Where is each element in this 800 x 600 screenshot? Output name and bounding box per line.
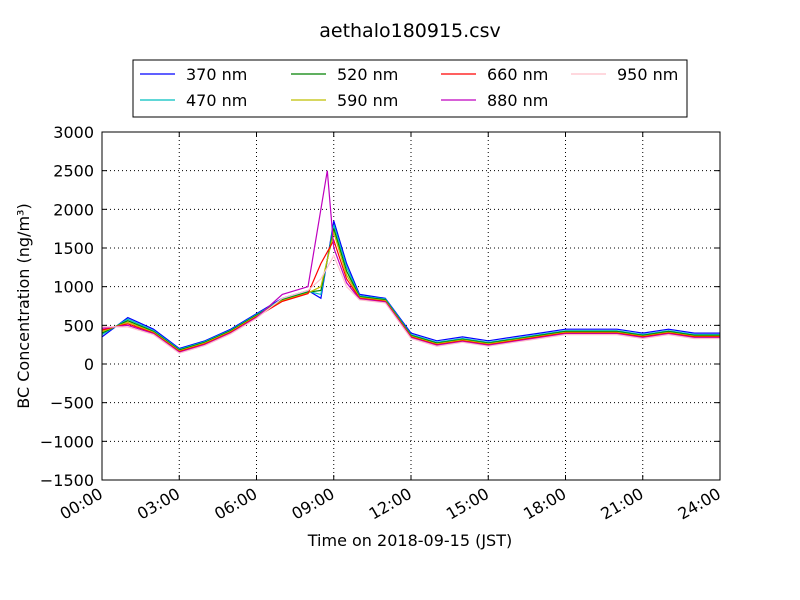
legend-label: 660 nm — [487, 65, 548, 84]
y-tick-label: −1000 — [40, 432, 94, 451]
legend-label: 370 nm — [186, 65, 247, 84]
grid — [102, 132, 720, 480]
legend-label: 520 nm — [337, 65, 398, 84]
y-tick-label: 1000 — [53, 278, 94, 297]
legend-label: 470 nm — [186, 91, 247, 110]
legend: 370 nm 470 nm 520 nm 590 nm 660 nm 880 nm 950 … — [132, 59, 688, 118]
ticks — [101, 131, 721, 481]
legend-label: 950 nm — [617, 65, 678, 84]
series-layer — [101, 170, 720, 354]
y-tick-label: 2500 — [53, 162, 94, 181]
series-line-520-nm — [101, 228, 720, 351]
legend-label: 880 nm — [487, 91, 548, 110]
y-axis-label: BC Concentration (ng/m³) — [14, 203, 33, 408]
series-line-660-nm — [101, 238, 720, 353]
series-line-880-nm — [101, 170, 720, 354]
y-tick-labels: −1500 −1000 −500 0 500 1000 1500 2000 2500 3000 — [40, 123, 94, 490]
y-tick-label: 500 — [63, 316, 94, 335]
y-tick-label: −1500 — [40, 471, 94, 490]
y-tick-label: −500 — [50, 394, 94, 413]
y-tick-label: 0 — [84, 355, 94, 374]
chart-title: aethalo180915.csv — [319, 20, 501, 42]
x-axis-label: Time on 2018-09-15 (JST) — [307, 531, 512, 550]
y-tick-label: 3000 — [53, 123, 94, 142]
series-line-950-nm — [102, 254, 720, 354]
series-line-470-nm — [101, 224, 720, 350]
y-tick-label: 2000 — [53, 200, 94, 219]
series-line-370-nm — [101, 220, 720, 350]
series-line-590-nm — [101, 230, 720, 352]
legend-label: 590 nm — [337, 91, 398, 110]
legend-frame — [132, 59, 688, 118]
y-tick-label: 1500 — [53, 239, 94, 258]
